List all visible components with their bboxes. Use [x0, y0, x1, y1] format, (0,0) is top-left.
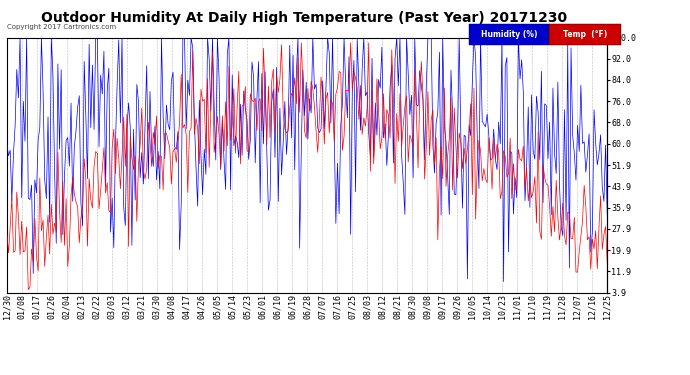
Text: Copyright 2017 Cartronics.com: Copyright 2017 Cartronics.com — [7, 24, 116, 30]
Text: Humidity (%): Humidity (%) — [481, 30, 537, 39]
Text: Temp  (°F): Temp (°F) — [562, 30, 607, 39]
Text: Outdoor Humidity At Daily High Temperature (Past Year) 20171230: Outdoor Humidity At Daily High Temperatu… — [41, 11, 566, 25]
